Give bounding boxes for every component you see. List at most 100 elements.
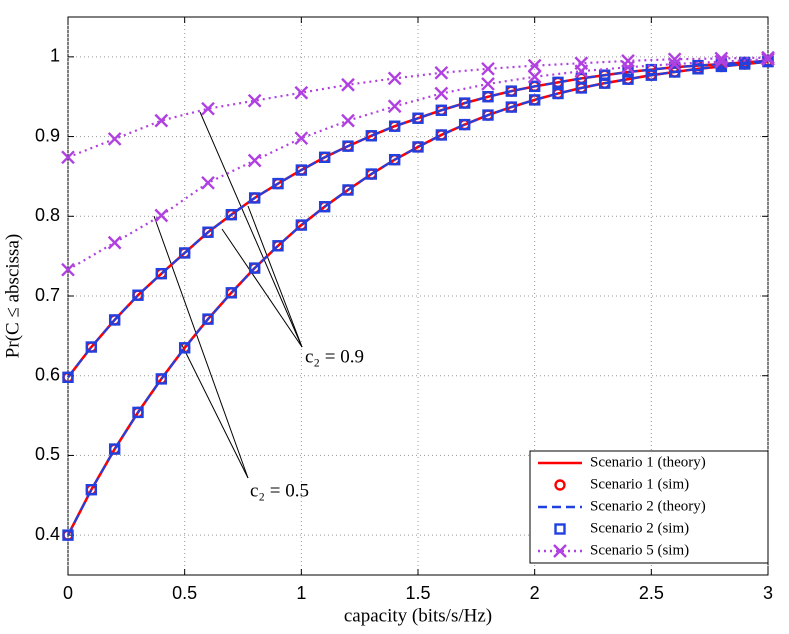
x-tick-label: 3 [763, 583, 773, 603]
marker [225, 208, 238, 221]
marker [714, 54, 729, 69]
marker [155, 373, 168, 385]
marker [482, 91, 494, 103]
marker [552, 76, 564, 89]
x-axis-label: capacity (bits/s/Hz) [344, 605, 492, 626]
legend-label: Scenario 1 (sim) [590, 476, 689, 492]
marker [575, 82, 588, 94]
y-tick-label: 0.8 [35, 205, 60, 225]
y-tick-label: 0.6 [35, 364, 60, 384]
marker [248, 262, 261, 274]
marker [318, 151, 331, 163]
marker [505, 101, 518, 113]
marker [598, 77, 611, 89]
legend-label: Scenario 2 (sim) [590, 520, 689, 536]
legend-label: Scenario 1 (theory) [590, 454, 706, 470]
marker [341, 77, 355, 92]
series-line [67, 58, 769, 271]
marker [481, 77, 495, 91]
marker [553, 544, 567, 558]
marker [761, 52, 775, 67]
marker [621, 60, 635, 75]
marker [552, 87, 564, 100]
x-tick-label: 2 [530, 583, 540, 603]
marker [387, 71, 402, 86]
marker [714, 51, 729, 66]
marker [574, 64, 589, 79]
marker [505, 85, 518, 97]
y-tick-label: 0.4 [35, 524, 60, 544]
marker [318, 201, 331, 213]
marker [388, 153, 401, 166]
marker [295, 164, 308, 176]
marker [247, 153, 262, 168]
marker [201, 101, 215, 116]
leader-lines [153, 111, 303, 479]
marker [458, 97, 471, 109]
marker [132, 289, 144, 301]
marker [342, 140, 354, 152]
marker [294, 131, 309, 146]
marker [178, 247, 191, 259]
leader-line [199, 111, 303, 348]
x-tick-label: 1 [296, 583, 306, 603]
marker [554, 479, 566, 491]
legend-label: Scenario 2 (theory) [590, 498, 706, 514]
marker [365, 168, 378, 180]
marker [412, 112, 424, 124]
marker [435, 129, 448, 141]
leader-line [153, 215, 249, 479]
leader-line [181, 344, 249, 479]
legend-box [529, 450, 769, 564]
marker [225, 287, 238, 299]
y-tick-label: 1 [50, 46, 60, 66]
marker [154, 113, 169, 128]
marker [61, 262, 75, 277]
marker [388, 120, 401, 132]
x-tick-label: 0.5 [172, 583, 197, 603]
marker [527, 58, 542, 73]
y-tick-label: 0.9 [35, 125, 60, 145]
marker [107, 132, 122, 146]
marker [294, 85, 309, 100]
marker [295, 219, 308, 231]
marker [387, 99, 402, 114]
y-tick-label: 0.7 [35, 285, 60, 305]
marker [108, 314, 121, 326]
marker [668, 66, 681, 78]
marker [527, 69, 542, 84]
marker [248, 192, 261, 204]
marker [272, 240, 284, 252]
marker [434, 65, 449, 80]
annotation: c₂ = 0.5 [250, 480, 309, 501]
marker [107, 235, 122, 250]
marker [155, 267, 168, 280]
marker [202, 313, 214, 325]
x-tick-label: 1.5 [405, 583, 430, 603]
marker [178, 342, 191, 354]
marker [481, 61, 495, 76]
y-tick-label: 0.5 [35, 444, 60, 464]
marker [201, 175, 215, 190]
marker [435, 104, 448, 116]
marker [667, 57, 682, 71]
marker [528, 94, 541, 106]
marker [412, 141, 424, 153]
marker [341, 113, 355, 128]
marker [247, 93, 262, 108]
marker [645, 69, 658, 81]
marker [622, 73, 634, 85]
marker [365, 130, 378, 142]
marker [132, 406, 144, 419]
marker [61, 150, 75, 165]
marker [458, 118, 471, 131]
marker [85, 484, 98, 496]
marker [554, 523, 566, 535]
marker [85, 341, 98, 353]
marker [108, 443, 121, 455]
legend-label: Scenario 5 (sim) [590, 542, 689, 558]
x-tick-label: 2.5 [639, 583, 664, 603]
x-tick-label: 0 [63, 583, 73, 603]
marker [62, 529, 74, 541]
